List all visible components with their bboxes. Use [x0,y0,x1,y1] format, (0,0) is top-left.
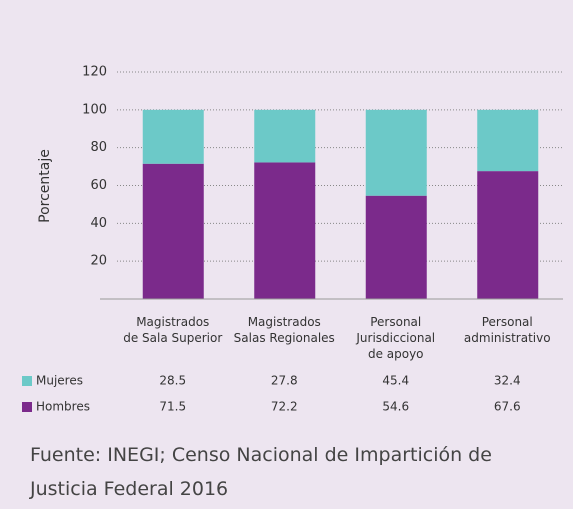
y-tick-label: 40 [90,216,107,231]
table-value: 32.4 [494,374,521,388]
legend-label: Hombres [36,400,90,414]
x-tick-label-line: de Sala Superior [123,331,222,345]
legend-label: Mujeres [36,374,83,388]
source-note: Fuente: INEGI; Censo Nacional de Imparti… [30,444,492,500]
x-tick-label-line: de apoyo [368,347,424,361]
x-tick-label: Magistrados Salas Regionales [234,315,335,345]
bar-segment [254,162,316,299]
chart: Porcentaje 20 40 60 80 100 120 Magistrados de S… [22,65,563,414]
bar-segment [477,171,539,299]
bar-segment [365,195,427,299]
x-tick-label-line: Salas Regionales [234,331,335,345]
x-tick-label-line: Magistrados [248,315,321,329]
y-axis-label: Porcentaje [37,149,53,223]
bar-segment [142,163,204,299]
table-value: 54.6 [382,400,409,414]
legend-swatch [22,402,32,412]
y-tick-label: 80 [90,140,107,155]
table-value: 45.4 [382,374,409,388]
y-tick-label: 60 [90,178,107,193]
bar-segment [477,109,539,172]
x-tick-label-line: Jurisdiccional [355,331,435,345]
x-tick-label: Personal administrativo [464,315,551,345]
x-tick-label: Personal Jurisdiccional de apoyo [355,315,435,361]
legend-swatch [22,376,32,386]
table-value: 67.6 [494,400,521,414]
y-tick-label: 100 [82,102,107,117]
table-value: 71.5 [159,400,186,414]
x-tick-label-line: Magistrados [136,315,209,329]
y-tick-label: 120 [82,65,107,80]
y-tick-label: 20 [90,254,107,269]
x-tick-label-line: Personal [482,315,533,329]
bar-segment [254,109,316,163]
table-value: 72.2 [271,400,298,414]
bar-segment [142,109,204,164]
table-value: 28.5 [159,374,186,388]
x-tick-label-line: administrativo [464,331,551,345]
table-value: 27.8 [271,374,298,388]
bar-segment [365,109,427,196]
x-tick-label-line: Personal [370,315,421,329]
x-tick-label: Magistrados de Sala Superior [123,315,222,345]
